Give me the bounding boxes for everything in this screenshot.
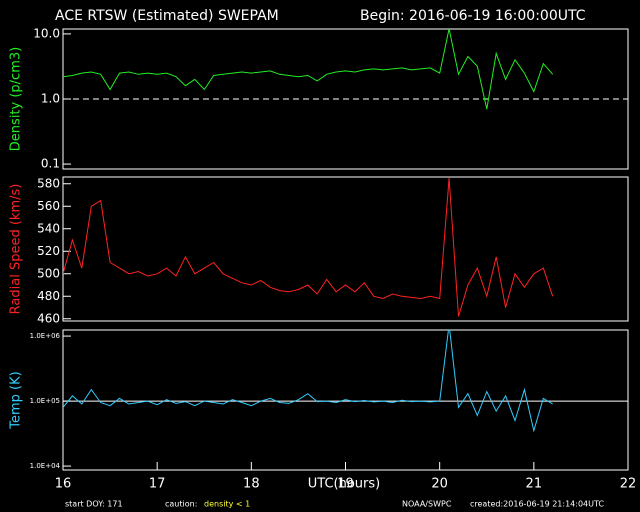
y-tick-label: 460 [37,311,60,325]
caution-note: density < 1 [204,500,250,509]
created: created:2016-06-19 21:14:04UTC [470,500,604,509]
y-tick-label: 520 [37,244,60,258]
y-tick-label: 1.0E+05 [30,397,60,405]
y-tick-label: 1.0E+06 [30,332,61,340]
y-axis-label: Density (p/cm3) [9,47,24,151]
y-axis-label: Radial Speed (km/s) [9,184,24,315]
y-tick-label: 1.0 [41,91,60,105]
caution: caution: [165,500,197,509]
y-tick-label: 0.1 [41,157,60,171]
start-doy: start DOY: 171 [65,500,123,509]
x-tick-label: 16 [55,477,72,492]
x-tick-label: 22 [620,477,637,492]
y-tick-label: 560 [37,199,60,213]
x-axis-label: UTC(hours) [308,477,380,492]
data-line [63,29,554,110]
source: NOAA/SWPC [402,500,452,509]
y-tick-label: 500 [37,266,60,280]
x-tick-label: 17 [149,477,166,492]
y-axis-label: Temp (K) [9,371,24,429]
y-tick-label: 480 [37,289,60,303]
y-tick-label: 580 [37,176,60,190]
y-tick-label: 540 [37,221,60,235]
chart-title: ACE RTSW (Estimated) SWEPAM [55,8,279,24]
x-tick-label: 19 [337,477,354,492]
panel-frame [62,176,629,322]
begin-time: Begin: 2016-06-19 16:00:00UTC [360,8,586,24]
x-tick-label: 21 [526,477,543,492]
x-tick-label: 20 [431,477,448,492]
y-tick-label: 10.0 [33,26,60,40]
y-tick-label: 1.0E+04 [30,462,61,470]
x-tick-label: 18 [243,477,260,492]
data-line [63,330,553,433]
data-line [63,178,554,317]
